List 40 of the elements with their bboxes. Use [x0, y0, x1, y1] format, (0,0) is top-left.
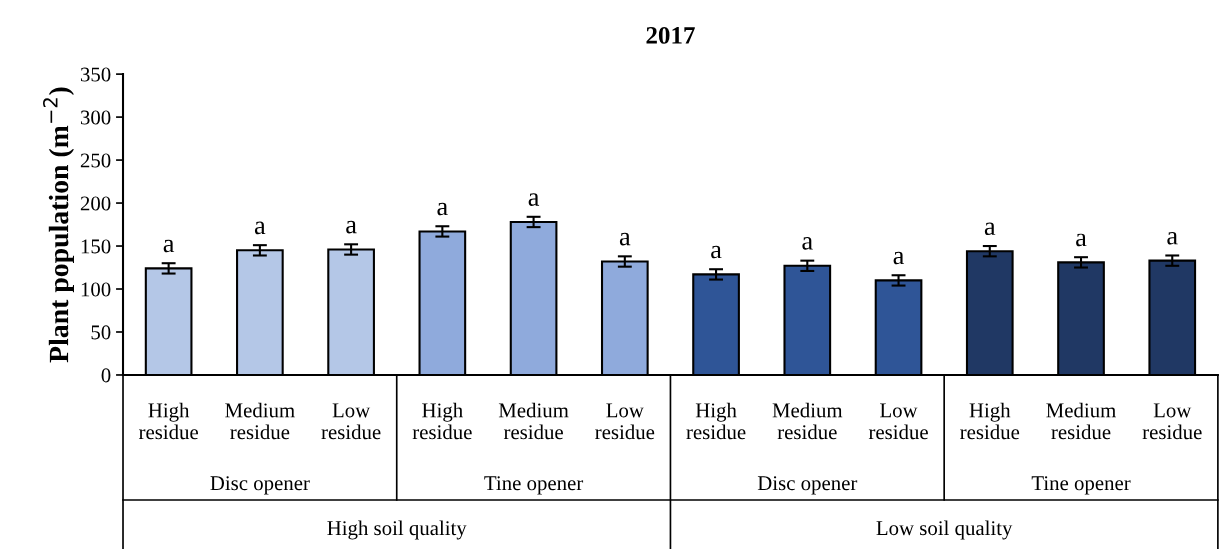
y-tick-label: 150 — [81, 239, 111, 254]
data-label: a — [984, 222, 996, 236]
text: Tine opener — [484, 476, 584, 495]
x-tick-label: Medium residue — [1046, 402, 1116, 440]
y-tick-label: 100 — [81, 282, 111, 297]
text: High soil quality — [327, 520, 467, 540]
x-tick-label: Medium residue — [498, 402, 569, 440]
data-label: a — [346, 220, 357, 234]
y-axis-title: Plant population (m$^{−2}$) — [43, 87, 74, 363]
x-tick-label: Medium residue — [225, 402, 295, 440]
data-label: a — [802, 237, 813, 250]
x-tick-label: Low residue — [1142, 403, 1202, 440]
x-tick-label: High residue — [960, 402, 1020, 440]
x-tick-label: Low residue — [321, 403, 381, 440]
y-tick-label: 350 — [80, 67, 111, 82]
text: Tine opener — [1031, 476, 1131, 495]
x-tick-label: Low residue — [868, 403, 928, 440]
x-tick-label: Medium residue — [772, 402, 843, 440]
data-label: a — [1076, 233, 1087, 247]
y-tick-label: 250 — [80, 153, 111, 168]
x-tick-label: High residue — [686, 402, 746, 440]
x-tick-label: High residue — [412, 402, 472, 440]
text: Disc opener — [757, 476, 858, 495]
x-tick-label: High residue — [138, 402, 198, 440]
y-tick-label: 50 — [91, 325, 111, 340]
y-tick-label: 0 — [101, 368, 111, 383]
x-tick-label: Low residue — [595, 403, 655, 440]
data-label: a — [619, 232, 631, 246]
data-label: a — [1167, 231, 1178, 245]
data-label: a — [528, 193, 540, 206]
chart-title: 2017 — [646, 26, 695, 44]
text: Low soil quality — [876, 520, 1013, 540]
y-tick-label: 200 — [80, 196, 111, 211]
data-label: a — [893, 251, 905, 265]
text: Disc opener — [210, 476, 310, 495]
data-label: a — [254, 221, 266, 235]
data-label: a — [437, 202, 448, 216]
data-label: a — [711, 245, 722, 259]
y-tick-label: 300 — [80, 110, 111, 125]
data-label: a — [163, 239, 175, 253]
